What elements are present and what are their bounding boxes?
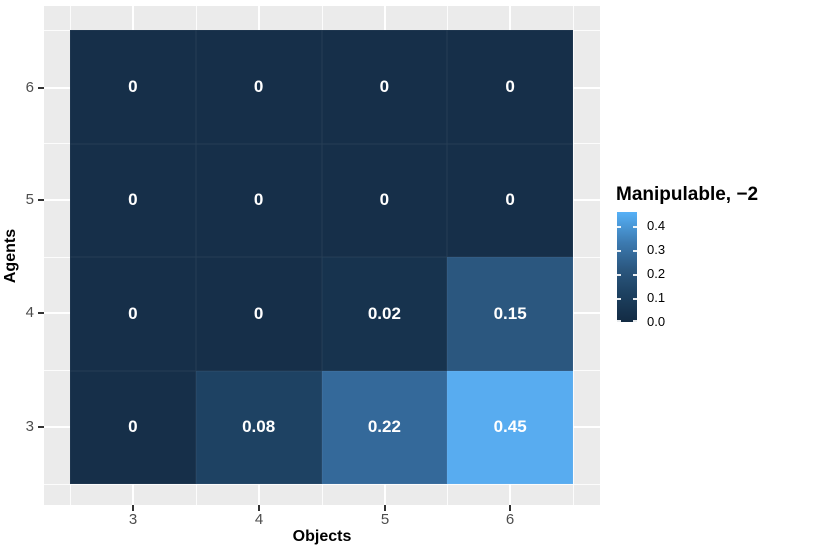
y-tick-mark: [38, 199, 44, 201]
legend-tick-label: 0.2: [647, 266, 666, 282]
x-tick-label: 6: [505, 511, 515, 528]
heatmap-cell: 0.15: [447, 257, 573, 371]
heatmap-cell: 0.22: [321, 370, 448, 484]
y-tick-mark: [38, 312, 44, 314]
heatmap-cell: 0: [321, 143, 448, 257]
heatmap-cell: 0: [195, 30, 322, 144]
y-axis-title: Agents: [2, 228, 19, 284]
legend-tick-mark: [633, 274, 637, 277]
legend-tick-mark: [633, 320, 637, 322]
y-tick-mark: [38, 87, 44, 89]
heatmap-cell: 0.45: [447, 370, 573, 484]
heatmap-cell: 0: [447, 30, 573, 144]
legend-tick-mark: [617, 274, 621, 277]
legend-tick-label: 0.4: [647, 218, 666, 234]
legend-tick-mark: [633, 226, 637, 229]
y-tick-label: 3: [25, 418, 34, 435]
heatmap-cell: 0.08: [195, 370, 322, 484]
heatmap-cell: 0: [70, 257, 196, 371]
legend-tick-label: 0.1: [647, 290, 666, 306]
legend-colorbar: [617, 212, 637, 322]
x-tick-label: 5: [380, 511, 390, 528]
y-tick-label: 5: [25, 191, 34, 208]
x-tick-mark: [258, 505, 260, 511]
y-tick-mark: [38, 426, 44, 428]
legend-tick-mark: [617, 320, 621, 322]
x-tick-label: 3: [128, 511, 138, 528]
heatmap-cell: 0.02: [321, 257, 448, 371]
legend: Manipulable, −2 0.4 0.3 0.2 0.1 0.0: [616, 184, 759, 329]
heatmap-cell: 0: [447, 143, 573, 257]
legend-tick-label: 0.0: [647, 314, 666, 329]
legend-title: Manipulable, −2: [616, 184, 759, 205]
y-tick-label: 6: [25, 79, 34, 96]
legend-tick-mark: [617, 250, 621, 253]
heatmap-cell: 0: [70, 30, 196, 144]
heatmap-cell: 0: [70, 370, 196, 484]
heatmap-cell: 0: [321, 30, 448, 144]
heatmap-cell: 0: [195, 143, 322, 257]
legend-tick-mark: [617, 298, 621, 301]
gridline: [573, 6, 574, 505]
plot-panel: 0 0 0 0 0 0 0 0 0 0 0.02 0.15 0 0.08 0.22 0.45: [44, 6, 600, 505]
legend-tick-label: 0.3: [647, 242, 666, 258]
legend-tick-mark: [633, 298, 637, 301]
legend-tick-mark: [633, 250, 637, 253]
x-tick-mark: [384, 505, 386, 511]
heatmap-cell: 0: [195, 257, 322, 371]
gridline: [44, 484, 600, 485]
y-tick-label: 4: [25, 304, 34, 321]
heatmap-cell: 0: [70, 143, 196, 257]
x-tick-mark: [509, 505, 511, 511]
heatmap-tiles: 0 0 0 0 0 0 0 0 0 0 0.02 0.15 0 0.08 0.22 0.45: [70, 30, 573, 484]
x-axis-title: Objects: [292, 528, 352, 545]
legend-tick-mark: [617, 226, 621, 229]
x-tick-label: 4: [254, 511, 264, 528]
x-tick-mark: [132, 505, 134, 511]
